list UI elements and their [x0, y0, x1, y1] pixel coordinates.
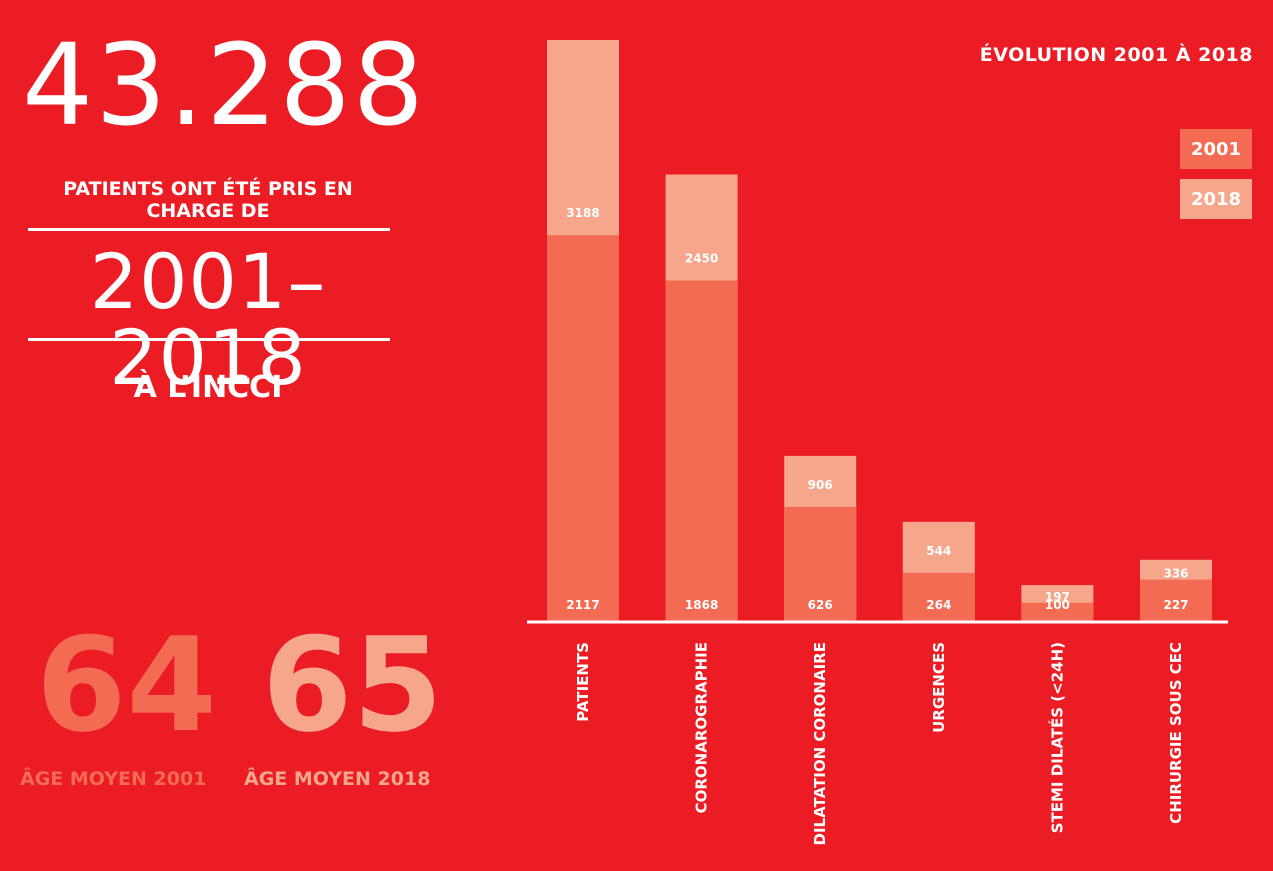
bottom-divider — [28, 338, 390, 341]
institution-name: À L’INCCI — [133, 370, 283, 405]
period-years: 2001–2018 — [89, 237, 327, 402]
value-label-2018-4: 197 — [1045, 590, 1070, 604]
top-divider — [28, 228, 390, 231]
average-age-2018-label: ÂGE MOYEN 2018 — [244, 768, 431, 790]
value-label-2001-0: 2117 — [566, 598, 599, 612]
chart-title: ÉVOLUTION 2001 À 2018 — [979, 44, 1253, 66]
bar-2001-1 — [665, 280, 738, 621]
value-label-2001-5: 227 — [1163, 598, 1188, 612]
value-label-2001-1: 1868 — [685, 598, 718, 612]
category-label-3: URGENCES — [930, 642, 948, 733]
headline-subtitle: PATIENTS ONT ÉTÉ PRIS EN CHARGE DE — [63, 178, 353, 222]
bar-2001-4 — [1021, 602, 1094, 621]
value-label-2001-3: 264 — [926, 598, 951, 612]
value-label-2018-5: 336 — [1163, 567, 1188, 581]
value-label-2018-1: 2450 — [685, 252, 718, 266]
category-label-5: CHIRURGIE SOUS CEC — [1167, 642, 1185, 824]
legend-2001: 2001 — [1180, 129, 1252, 169]
total-patients-number: 43.288 — [22, 21, 426, 151]
value-label-2001-4: 100 — [1045, 598, 1070, 612]
legend-2018: 2018 — [1180, 179, 1252, 219]
average-age-2001-label: ÂGE MOYEN 2001 — [20, 768, 207, 790]
average-age-2018-value: 65 — [262, 609, 443, 761]
bar-2001-0 — [547, 235, 619, 622]
bar-2001-2 — [784, 506, 857, 621]
category-label-1: CORONAROGRAPHIE — [693, 642, 711, 813]
category-label-2: DILATATION CORONAIRE — [811, 642, 829, 846]
category-label-4: STEMI DILATÉS (<24H) — [1047, 642, 1066, 833]
value-label-2001-2: 626 — [808, 598, 833, 612]
average-age-2001-value: 64 — [36, 609, 217, 761]
value-label-2018-2: 906 — [808, 478, 833, 492]
category-label-0: PATIENTS — [574, 642, 592, 722]
value-label-2018-3: 544 — [926, 544, 951, 558]
bar-2001-3 — [902, 572, 975, 621]
value-label-2018-0: 3188 — [566, 206, 599, 220]
bar-2001-5 — [1140, 579, 1212, 621]
